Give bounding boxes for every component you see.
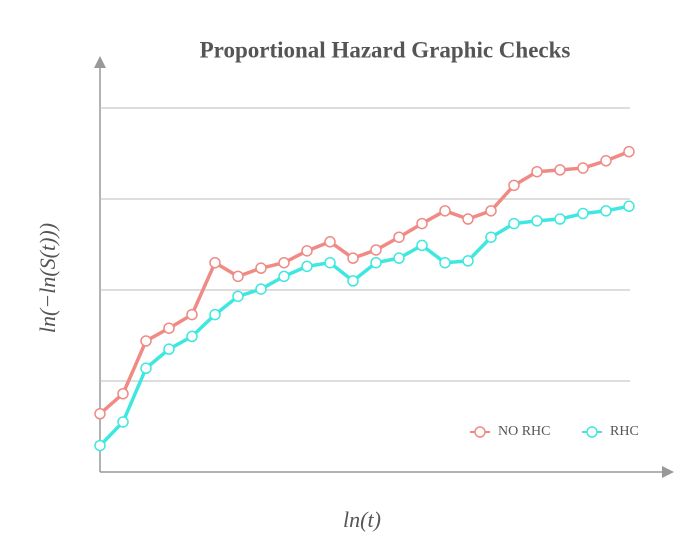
point: [117, 416, 129, 428]
point: [186, 330, 198, 343]
point: [163, 322, 175, 334]
point: [186, 308, 198, 321]
x-axis-label: ln(t): [343, 507, 381, 532]
series-line: [98, 204, 630, 447]
point: [209, 256, 221, 269]
point: [255, 283, 267, 295]
point: [163, 343, 175, 355]
point: [439, 256, 451, 269]
point: [577, 207, 589, 220]
point: [347, 275, 359, 287]
point: [600, 205, 612, 217]
point: [462, 213, 474, 225]
point: [324, 236, 336, 248]
legend-marker: [474, 426, 486, 438]
point: [232, 290, 244, 303]
point: [347, 252, 359, 264]
y-axis-label: ln(−ln(S(t))): [35, 223, 60, 333]
point: [554, 213, 566, 225]
point: [209, 308, 221, 321]
chart-title: Proportional Hazard Graphic Checks: [200, 37, 571, 62]
point: [278, 270, 290, 283]
point: [255, 262, 267, 274]
point: [623, 200, 635, 213]
point: [117, 387, 129, 400]
point: [577, 162, 589, 174]
point: [416, 239, 428, 252]
legend-label: NO RHC: [498, 424, 551, 439]
legend-marker: [586, 426, 598, 438]
point: [370, 244, 382, 256]
point: [416, 217, 428, 230]
point: [301, 260, 313, 273]
point: [94, 408, 106, 420]
point: [485, 231, 497, 243]
point: [140, 362, 152, 375]
point: [393, 252, 405, 264]
point: [232, 270, 244, 283]
point: [600, 155, 612, 167]
series-line: [98, 150, 630, 416]
point: [531, 165, 543, 178]
point: [508, 217, 520, 230]
point: [485, 205, 497, 217]
point: [140, 335, 152, 347]
point: [508, 179, 520, 192]
point: [439, 205, 451, 217]
point: [370, 256, 382, 269]
point: [531, 215, 543, 227]
point: [623, 145, 635, 158]
legend-label: RHC: [610, 424, 639, 439]
point: [462, 255, 474, 267]
point: [278, 256, 290, 269]
point: [324, 256, 336, 269]
point: [301, 245, 313, 257]
point: [554, 164, 566, 176]
point: [393, 231, 405, 243]
point: [94, 439, 106, 452]
